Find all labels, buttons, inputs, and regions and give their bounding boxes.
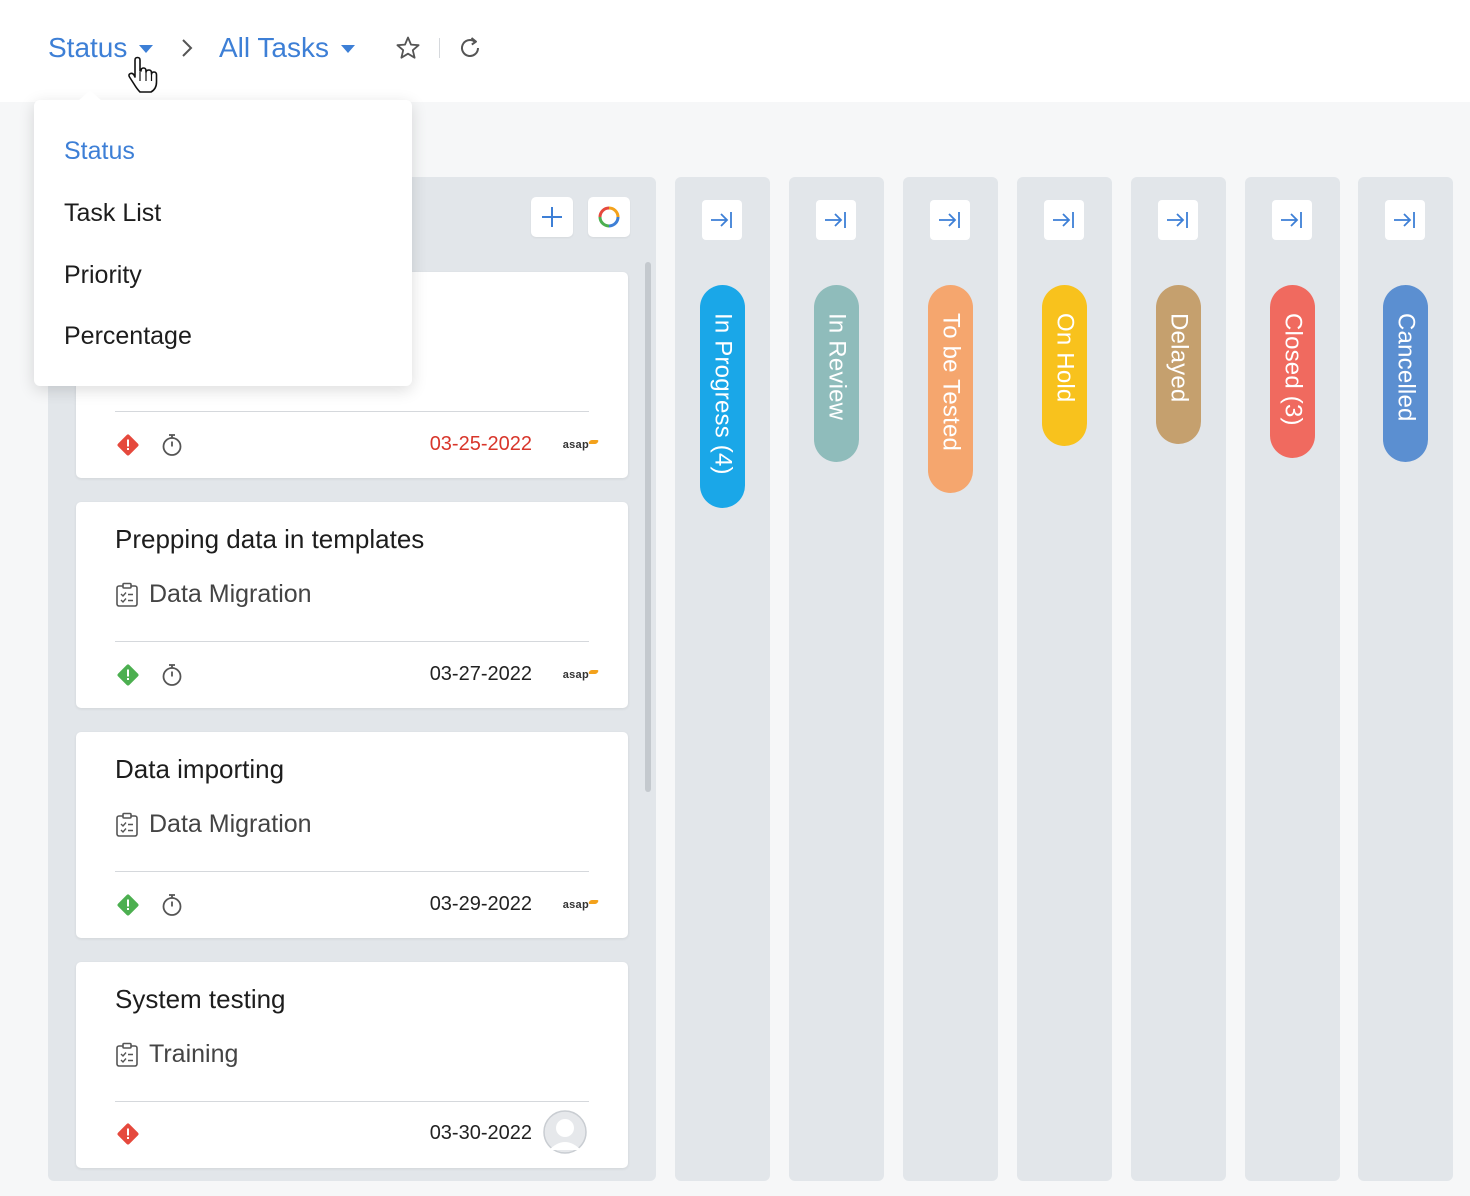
expand-column-icon[interactable] [1044,200,1084,240]
expand-column-icon[interactable] [816,200,856,240]
owner-logo[interactable]: asap [562,669,589,681]
card-divider [115,871,589,872]
view-by-selector[interactable]: Status [48,28,154,68]
column-label-pill[interactable]: Cancelled [1383,285,1428,462]
column-label-pill[interactable]: On Hold [1042,285,1087,446]
clipboard-icon [116,582,138,607]
clipboard-icon [116,812,138,837]
expand-column-icon[interactable] [1158,200,1198,240]
task-card[interactable]: System testing Training 03-30-2022 [76,962,628,1168]
progress-ring-icon[interactable] [588,197,630,237]
top-bar: Status All Tasks [0,0,1470,102]
plus-icon[interactable] [531,197,573,237]
avatar[interactable] [541,1110,589,1154]
column-label-pill[interactable]: In Progress (4) [700,285,745,508]
status-column-in-review: In Review [789,177,884,1181]
due-date: 03-30-2022 [429,1122,532,1144]
task-title[interactable]: System testing [115,984,286,1014]
expand-column-icon[interactable] [1385,200,1425,240]
view-by-label: Status [48,32,128,63]
status-column-in-progress: In Progress (4) [675,177,770,1181]
due-date: 03-29-2022 [429,893,532,915]
dropdown-item-priority[interactable]: Priority [64,261,142,289]
star-icon[interactable] [390,30,426,66]
timer-icon[interactable] [159,892,185,918]
status-column-cancelled: Cancelled [1358,177,1453,1181]
task-title[interactable]: Prepping data in templates [115,524,425,554]
owner-logo[interactable]: asap [562,899,589,911]
priority-icon [117,664,139,686]
task-list-name: Training [115,1040,238,1069]
card-divider [115,411,589,412]
status-column-on-hold: On Hold [1017,177,1112,1181]
timer-icon[interactable] [159,662,185,688]
task-title[interactable]: Data importing [115,754,285,784]
priority-icon [117,894,139,916]
card-footer: 03-30-2022 [115,1110,589,1154]
divider [439,38,440,58]
card-footer: 03-29-2022 asap [115,889,589,921]
card-footer: 03-25-2022 asap [115,429,589,461]
card-divider [115,641,589,642]
task-filter-selector[interactable]: All Tasks [219,28,355,68]
column-label-pill[interactable]: Closed (3) [1270,285,1315,458]
chevron-down-icon [340,45,355,53]
priority-icon [117,1123,139,1145]
chevron-right-icon [180,28,194,68]
due-date: 03-27-2022 [429,663,532,685]
column-label-pill[interactable]: In Review [814,285,859,462]
status-column-closed: Closed (3) [1245,177,1340,1181]
dropdown-item-task-list[interactable]: Task List [64,199,162,227]
dropdown-item-status[interactable]: Status [64,137,135,165]
due-date: 03-25-2022 [429,433,532,455]
refresh-icon[interactable] [452,30,488,66]
expand-column-icon[interactable] [930,200,970,240]
card-footer: 03-27-2022 asap [115,659,589,691]
timer-icon[interactable] [159,432,185,458]
column-label-pill[interactable]: To be Tested [928,285,973,493]
expand-column-icon[interactable] [702,200,742,240]
owner-logo[interactable]: asap [562,439,589,451]
priority-icon [117,434,139,456]
expand-column-icon[interactable] [1272,200,1312,240]
view-by-dropdown: Status Task List Priority Percentage [34,90,412,386]
task-list-name: Data Migration [115,580,312,609]
chevron-down-icon [139,45,154,53]
task-card[interactable]: Prepping data in templates Data Migratio… [76,502,628,708]
column-scrollbar[interactable] [645,262,651,792]
task-list-name: Data Migration [115,810,312,839]
clipboard-icon [116,1042,138,1067]
column-label-pill[interactable]: Delayed [1156,285,1201,444]
task-card[interactable]: Data importing Data Migration 03-29-2022… [76,732,628,938]
card-divider [115,1101,589,1102]
status-column-to-be-tested: To be Tested [903,177,998,1181]
dropdown-item-percentage[interactable]: Percentage [64,322,192,350]
status-column-delayed: Delayed [1131,177,1226,1181]
user-avatar-icon [543,1110,587,1154]
task-filter-label: All Tasks [219,32,329,63]
